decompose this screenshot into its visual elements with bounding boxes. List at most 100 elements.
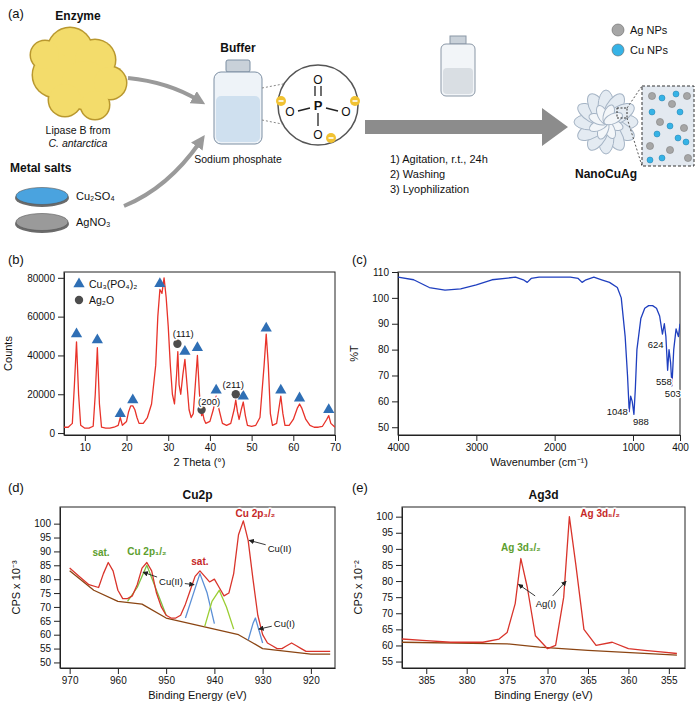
atom-label: O — [313, 128, 322, 142]
tick-mark — [396, 629, 402, 630]
tick: 90 — [378, 318, 398, 329]
legend-swatch — [612, 24, 624, 36]
ag-particle — [646, 142, 653, 149]
tick-mark — [54, 621, 60, 622]
marker — [173, 340, 181, 348]
tick-label: 70 — [378, 370, 390, 381]
tick: 65 — [40, 616, 60, 627]
legend: Cu₃(PO₄)₂Ag₂O — [73, 277, 137, 306]
cu-particle — [677, 109, 683, 115]
tick: 80000 — [27, 273, 64, 284]
panel-label: (d) — [8, 480, 24, 495]
tick-mark — [263, 668, 264, 674]
tick-mark — [396, 581, 402, 582]
tick: 50 — [378, 422, 398, 433]
ag-particle — [680, 124, 687, 131]
chart-title: Ag3d — [529, 488, 559, 502]
tick-mark — [214, 668, 215, 674]
marker — [154, 277, 165, 287]
tick-label: 0 — [49, 428, 55, 439]
axis-line — [402, 508, 403, 669]
tick-mark — [54, 593, 60, 594]
tick: 100 — [372, 293, 398, 304]
ag-particle — [668, 100, 675, 107]
tick-mark — [396, 597, 402, 598]
cu-particle — [683, 139, 689, 145]
tick-label: 40000 — [27, 350, 55, 361]
x-axis: 10203040506070 — [65, 435, 342, 453]
tick-label: 385 — [418, 675, 435, 686]
tick: 960 — [110, 668, 127, 686]
tick: 40 — [205, 435, 217, 453]
tick-mark — [392, 350, 398, 351]
process-arrow — [365, 108, 568, 146]
tick-label: 970 — [62, 675, 79, 686]
bottle-cap — [226, 60, 250, 72]
series-line — [402, 517, 677, 654]
y-axis: 020000400006000080000 — [27, 273, 64, 439]
tick-mark — [467, 668, 468, 674]
annotation: Ag 3d₅/₂ — [580, 508, 620, 519]
marker — [92, 333, 103, 343]
tick-mark — [396, 645, 402, 646]
bottle — [441, 44, 475, 96]
annotation-arrow — [259, 626, 272, 629]
tick: 80 — [382, 576, 402, 587]
tick-label: 355 — [661, 675, 678, 686]
tick-label: 375 — [499, 675, 516, 686]
tick-label: 90 — [382, 544, 394, 555]
panel-label: (b) — [8, 252, 24, 267]
annotation-arrow — [249, 540, 266, 544]
marks — [64, 277, 335, 428]
series-line — [402, 642, 677, 655]
bottle-cap — [450, 36, 466, 44]
petal — [602, 110, 624, 128]
charge-sign — [353, 100, 358, 102]
chart-panel: 40003000200010004005060708090100110Waven… — [348, 252, 689, 468]
axis-line — [399, 435, 681, 436]
marker — [71, 328, 82, 338]
tick: 60 — [382, 640, 402, 651]
tick-mark — [396, 533, 402, 534]
tick-mark — [127, 435, 128, 441]
ag-particle — [656, 118, 663, 125]
tick: 3000 — [466, 435, 489, 453]
tick-label: 930 — [255, 675, 272, 686]
flow-arrow — [128, 78, 198, 100]
tick-label: 85 — [40, 560, 52, 571]
annotation: (211) — [223, 379, 244, 390]
annotation: 624 — [648, 339, 664, 350]
tick-label: 75 — [40, 588, 52, 599]
tick-mark — [396, 662, 402, 663]
tick-label: 80 — [378, 344, 390, 355]
bond — [317, 113, 318, 126]
tick-label: 60 — [382, 640, 394, 651]
annotation-arrow — [185, 584, 194, 585]
tick-mark — [252, 435, 253, 441]
zoom-line — [627, 118, 642, 166]
tick: 40000 — [27, 350, 64, 361]
tick: 4000 — [387, 435, 410, 453]
marker — [275, 384, 286, 394]
y-axis: 556065707580859095100 — [376, 508, 402, 669]
annotation: 558 — [656, 376, 672, 387]
cu-particle — [647, 157, 653, 163]
enzyme-caption: C. antarctica — [49, 137, 108, 149]
flow-arrow — [124, 142, 200, 206]
cu-particle — [673, 91, 679, 97]
plot-frame — [64, 272, 335, 435]
tick-mark — [54, 662, 60, 663]
annotation: (200) — [198, 396, 220, 407]
tick-label: 50 — [378, 422, 390, 433]
annotation: Cu 2p₃/₂ — [236, 508, 276, 519]
tick-label: 4000 — [387, 442, 410, 453]
legend-label: Ag NPs — [630, 24, 668, 36]
tick: 100 — [34, 518, 60, 529]
tick-label: 55 — [40, 643, 52, 654]
atom-label: O — [341, 105, 350, 119]
tick-label: 365 — [580, 675, 597, 686]
y-axis-title: CPS x 10⁻³ — [10, 560, 22, 614]
zoom-box — [642, 86, 694, 166]
tick-mark — [628, 668, 629, 674]
panel-label: (a) — [8, 6, 24, 21]
